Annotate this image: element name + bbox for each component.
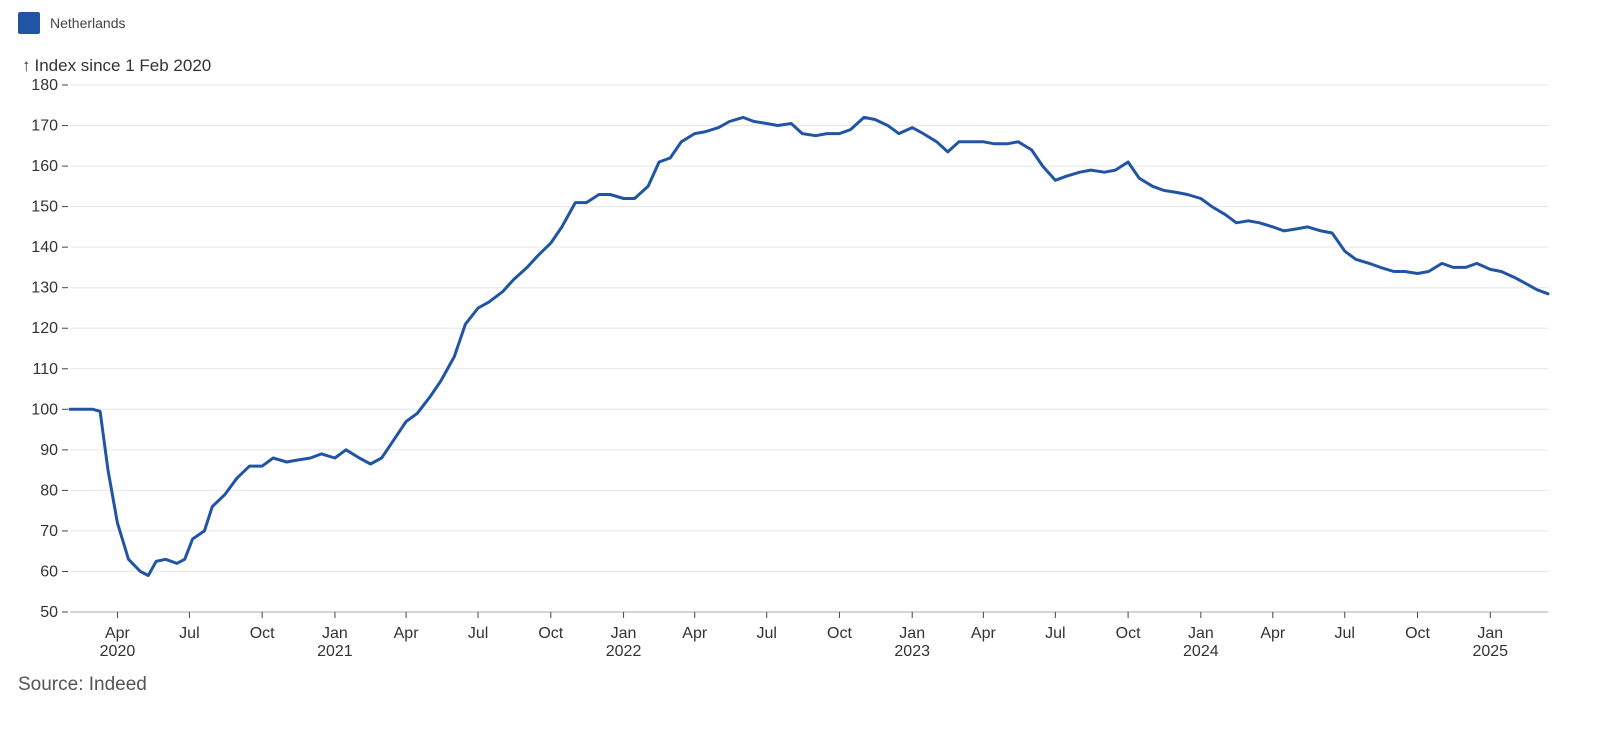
- x-tick-label: Jan: [322, 625, 348, 642]
- x-tick-label: Oct: [827, 625, 852, 642]
- x-tick-label: Oct: [250, 625, 275, 642]
- x-tick-label: Jan: [1188, 625, 1214, 642]
- source-note: Source: Indeed: [18, 674, 147, 695]
- x-tick-label: Jul: [468, 625, 488, 642]
- x-tick-label: Apr: [682, 625, 708, 642]
- x-tick-label: Jan: [899, 625, 925, 642]
- x-tick-label: Oct: [1405, 625, 1430, 642]
- x-tick-label: Jul: [1045, 625, 1065, 642]
- y-tick-label: 130: [31, 280, 58, 297]
- legend-label: Netherlands: [50, 15, 126, 31]
- x-tick-year-label: 2022: [606, 643, 642, 660]
- x-tick-label: Oct: [1116, 625, 1141, 642]
- grid-lines: [70, 84, 1548, 572]
- x-tick-label: Jan: [611, 625, 637, 642]
- y-tick-label: 60: [40, 563, 58, 580]
- up-arrow-icon: ↑: [22, 56, 31, 75]
- x-tick-label: Jul: [756, 625, 776, 642]
- legend-swatch: [18, 12, 40, 34]
- y-tick-label: 90: [40, 442, 58, 459]
- x-tick-label: Jan: [1477, 625, 1503, 642]
- y-axis-label: ↑ Index since 1 Feb 2020: [22, 56, 211, 76]
- x-tick-label: Apr: [105, 625, 131, 642]
- x-tick-label: Jul: [179, 625, 199, 642]
- y-tick-label: 140: [31, 239, 58, 256]
- x-tick-label: Jul: [1335, 625, 1355, 642]
- y-tick-label: 180: [31, 77, 58, 94]
- series-group: [68, 115, 1550, 577]
- y-tick-label: 170: [31, 118, 58, 135]
- x-tick-year-label: 2020: [100, 643, 136, 660]
- x-tick-label: Oct: [538, 625, 563, 642]
- y-tick-label: 100: [31, 401, 58, 418]
- y-tick-label: 70: [40, 523, 58, 540]
- x-tick-label: Apr: [1260, 625, 1286, 642]
- x-tick-year-label: 2024: [1183, 643, 1219, 660]
- y-tick-label: 110: [32, 361, 58, 378]
- y-tick-label: 160: [31, 158, 58, 175]
- y-axis-label-text: Index since 1 Feb 2020: [34, 56, 212, 75]
- y-tick-label: 120: [31, 320, 58, 337]
- y-axis: 50 60 70 80 90 100 110 120 130 140 150 160 170 180: [31, 77, 68, 621]
- legend: Netherlands: [18, 12, 126, 34]
- x-tick-label: Apr: [394, 625, 420, 642]
- x-tick-year-label: 2021: [317, 643, 353, 660]
- x-tick-year-label: 2025: [1472, 643, 1508, 660]
- x-tick-year-label: 2023: [894, 643, 930, 660]
- x-tick-label: Apr: [971, 625, 997, 642]
- series-line-netherlands: [68, 115, 1550, 577]
- y-tick-label: 80: [40, 482, 58, 499]
- y-tick-label: 150: [31, 199, 58, 216]
- y-tick-label: 50: [40, 604, 58, 621]
